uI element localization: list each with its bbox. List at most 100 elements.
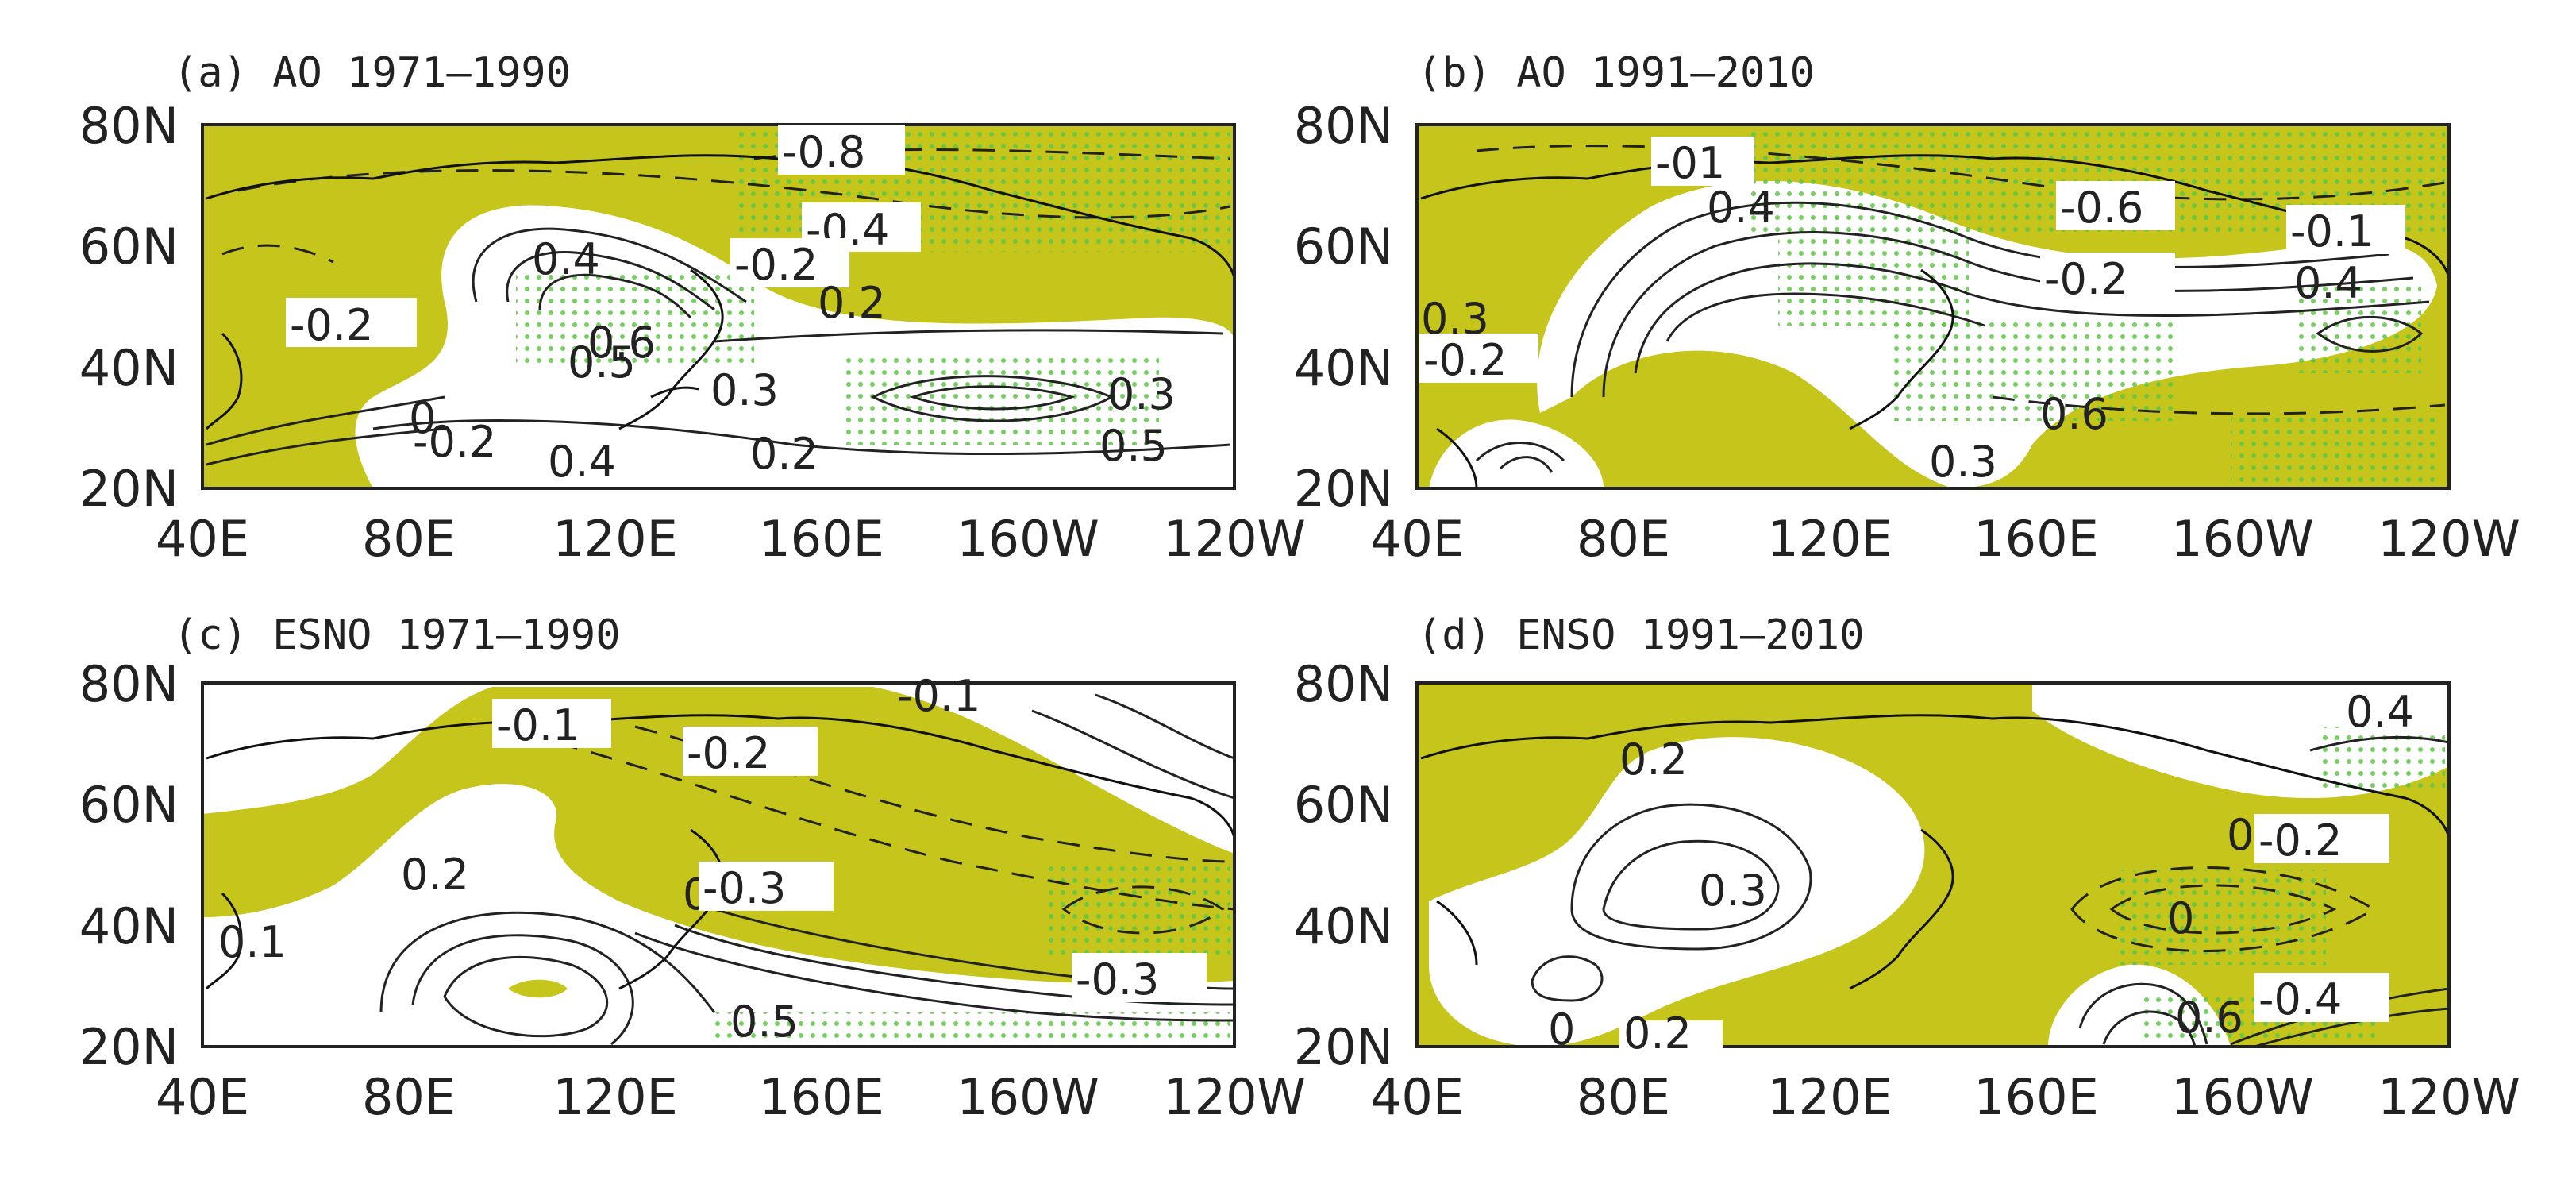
contour-line (634, 725, 1234, 863)
lon-tick-label: 120W (1163, 1068, 1306, 1126)
lat-axis: 80N 60N 40N 20N (1294, 655, 1393, 1076)
contour-line (1570, 803, 1812, 951)
contour-line (909, 385, 1076, 411)
contour-label: -01 (1655, 138, 1725, 188)
contour-label: 0 (409, 393, 436, 443)
lon-axis: 40E 80E 120E 160E 160W 120W (156, 510, 1306, 568)
lat-axis: 80N 60N 40N 20N (1294, 97, 1393, 518)
lon-tick-label: 80E (362, 510, 456, 568)
lon-tick-label: 160E (759, 510, 884, 568)
contour-line (221, 244, 334, 264)
map-frame (201, 681, 1236, 1048)
lon-tick-label: 160W (957, 510, 1099, 568)
contour-label: 0.5 (1099, 421, 1168, 471)
contour-labels: -01 0.4 -0.6 -0.1 -0.2 0.4 0.3 -0.2 0.6 … (1419, 137, 2405, 487)
panel-d-title: (d) ENSO 1991–2010 (1417, 611, 1865, 659)
lat-tick-label: 60N (79, 776, 179, 834)
contour-label: 0.2 (818, 278, 886, 328)
contour-label: 0.5 (730, 997, 799, 1047)
contour-label: 0 (1548, 1005, 1575, 1055)
contour-line (506, 251, 715, 311)
contour-line (1602, 231, 2414, 398)
contour-label: 0.2 (1619, 735, 1688, 785)
lat-tick-label: 60N (1294, 218, 1393, 276)
lon-tick-label: 120W (2378, 1068, 2520, 1126)
significance-dots (1778, 230, 1969, 326)
panel-a-map: 80N 60N 40N 20N 40E 80E 120E 160E 160W 1… (79, 97, 1306, 568)
contour-line (1992, 395, 2446, 415)
contour-label: 0 (2227, 810, 2254, 860)
contour-label: 0.2 (401, 850, 469, 900)
contour-label: -0.2 (1423, 335, 1507, 385)
lon-tick-label: 120E (553, 1068, 678, 1126)
significance-dots (2231, 413, 2437, 484)
map-frame (1415, 123, 2451, 490)
contour-line (1531, 955, 1604, 1002)
coastline (1849, 268, 1954, 430)
lat-tick-label: 20N (79, 460, 179, 518)
contour-line (1570, 201, 2390, 398)
contour-label: 0.2 (1623, 1009, 1692, 1059)
panel-c: (c) ESNO 1971–1990 (0, 568, 1306, 1184)
contour-line (411, 934, 634, 1046)
lon-axis: 40E 80E 120E 160E 160W 120W (1370, 510, 2520, 568)
lat-tick-label: 20N (79, 1018, 179, 1076)
lat-tick-label: 40N (79, 897, 179, 955)
contour-line (372, 419, 1231, 456)
contour-label: 0.6 (2175, 993, 2243, 1043)
lat-tick-label: 80N (1294, 97, 1393, 155)
contour-label: -0.3 (1076, 955, 1159, 1005)
lon-tick-label: 80E (362, 1068, 456, 1126)
panel-d-map: 80N 60N 40N 20N 40E 80E 120E 160E 160W 1… (1294, 655, 2520, 1126)
coastline (1420, 714, 2449, 839)
coastline (206, 154, 1234, 279)
panel-b-title: (b) AO 1991–2010 (1417, 49, 1815, 97)
lon-tick-label: 80E (1577, 510, 1670, 568)
contour-line (472, 227, 747, 303)
coastline (618, 268, 724, 430)
contour-label: -0.1 (2290, 206, 2374, 256)
contour-label: 0.2 (750, 429, 818, 479)
contour-line (1031, 709, 1234, 800)
contour-line (1665, 292, 1985, 342)
lat-tick-label: 80N (79, 97, 179, 155)
contour-label: -0.6 (2060, 183, 2143, 233)
contour-label: 0.4 (532, 234, 600, 284)
panel-c-title: (c) ESNO 1971–1990 (173, 611, 621, 659)
lon-tick-label: 160E (1973, 510, 2099, 568)
contour-label: 0.4 (548, 437, 616, 487)
contour-label: -0.2 (734, 240, 818, 290)
contour-label: 0.3 (1929, 437, 1997, 487)
contour-label: 0.3 (1107, 369, 1176, 419)
contour-label: -0.2 (2258, 816, 2342, 866)
lon-tick-label: 120W (1163, 510, 1306, 568)
significance-dots (2294, 286, 2421, 373)
lat-tick-label: 60N (79, 218, 179, 276)
panel-c-map: 80N 60N 40N 20N 40E 80E 120E 160E 160W 1… (79, 655, 1306, 1126)
contour-line (870, 375, 1115, 422)
contour-line (1634, 262, 2430, 374)
lon-tick-label: 120E (553, 510, 678, 568)
coastline (650, 386, 699, 399)
contour-line (1061, 885, 1225, 935)
lon-tick-label: 120E (1767, 1068, 1893, 1126)
lon-tick-label: 160W (2171, 1068, 2314, 1126)
contour-line (443, 955, 609, 1038)
contour-line (674, 924, 1234, 1006)
lon-tick-label: 40E (156, 510, 249, 568)
contour-line (714, 329, 1223, 343)
contour-line (1499, 456, 1554, 473)
contour-line (538, 273, 692, 319)
lon-tick-label: 120E (1767, 510, 1893, 568)
coastline (1436, 427, 1478, 488)
contour-line (2078, 982, 2208, 1045)
contour-label: 0.1 (218, 917, 287, 967)
lon-tick-label: 160E (1973, 1068, 2099, 1126)
lon-axis: 40E 80E 120E 160E 160W 120W (1370, 1068, 2520, 1126)
lat-tick-label: 20N (1294, 1018, 1393, 1076)
contour-label: 0.3 (1699, 866, 1767, 916)
coastline (1849, 828, 1954, 990)
map-frame (201, 123, 1236, 490)
panel-a: (a) AO 1971–1990 (0, 0, 1306, 588)
lat-tick-label: 40N (1294, 897, 1393, 955)
